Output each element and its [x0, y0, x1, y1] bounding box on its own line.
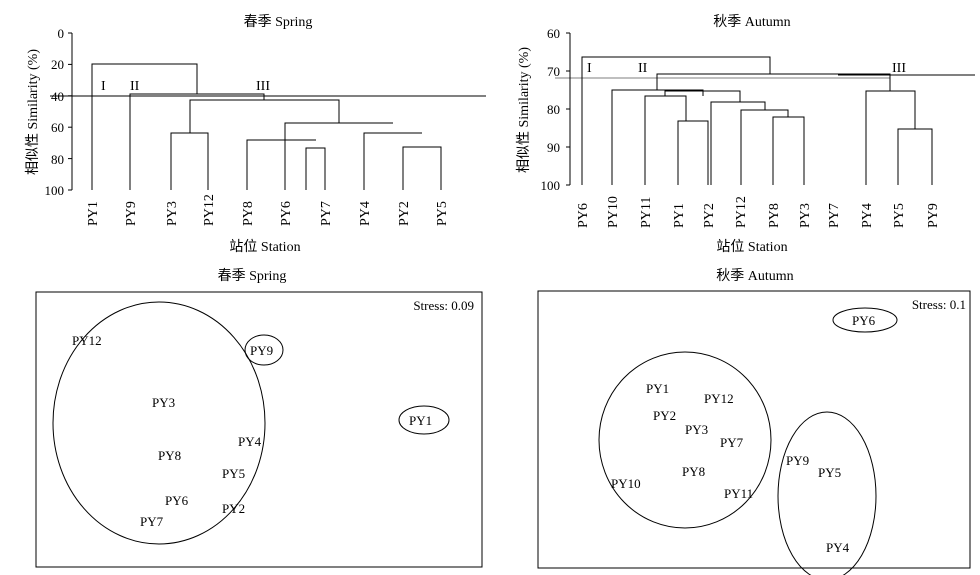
dendrogram-autumn-branches [581, 56, 933, 185]
nmds-autumn-frame [537, 290, 971, 569]
dendrogram-spring-x-label: 站位 Station [229, 239, 300, 255]
point-label: PY4 [826, 540, 850, 555]
y-tick-label: 90 [547, 140, 560, 155]
cluster-ellipse [777, 411, 877, 575]
cluster-ellipse [832, 307, 898, 333]
cluster-ellipse [244, 334, 284, 366]
y-tick-label: 100 [541, 178, 561, 193]
leaf-label: PY6 [576, 203, 591, 228]
y-tick-label: 80 [51, 152, 64, 167]
point-label: PY6 [852, 313, 876, 328]
y-tick-label: 80 [547, 102, 560, 117]
cluster-ellipse [398, 405, 450, 435]
group-label: III [256, 79, 270, 94]
nmds-spring-title: 春季 Spring [218, 268, 287, 284]
dendrogram-autumn-x-label: 站位 Station [716, 239, 787, 255]
dendrogram-autumn-y-label: 相似性 Similarity (%) [516, 47, 532, 173]
leaf-label: PY7 [319, 201, 334, 226]
leaf-label: PY7 [827, 203, 842, 228]
point-label: PY9 [786, 453, 809, 468]
leaf-label: PY2 [397, 201, 412, 226]
dendrogram-autumn-title: 秋季 Autumn [713, 14, 790, 30]
y-tick-label: 20 [51, 57, 64, 72]
point-label: PY1 [409, 413, 432, 428]
point-label: PY5 [818, 465, 841, 480]
point-label: PY9 [250, 343, 273, 358]
point-label: PY8 [158, 448, 181, 463]
leaf-label: PY12 [202, 194, 217, 226]
cluster-ellipse [598, 351, 772, 529]
point-label: PY6 [165, 493, 189, 508]
nmds-spring: 春季 Spring Stress: 0.09 PY12 PY9 PY3 PY4 … [35, 268, 483, 568]
point-label: PY2 [222, 501, 245, 516]
leaf-label: PY12 [734, 196, 749, 228]
group-label: II [638, 61, 648, 76]
group-label: III [892, 61, 906, 76]
y-tick-label: 70 [547, 64, 560, 79]
dendrogram-spring-branches [91, 63, 442, 190]
point-label: PY3 [685, 422, 708, 437]
group-label: II [130, 79, 140, 94]
dendrogram-spring-y-label: 相似性 Similarity (%) [25, 49, 41, 175]
leaf-label: PY9 [124, 201, 139, 226]
leaf-label: PY4 [860, 203, 875, 228]
point-label: PY4 [238, 434, 262, 449]
dendrogram-spring: 春季 Spring 0 20 40 60 80 100 相似性 Similari… [25, 14, 486, 255]
y-tick-label: 60 [51, 120, 64, 135]
leaf-label: PY9 [926, 203, 941, 228]
leaf-label: PY2 [702, 203, 717, 228]
point-label: PY2 [653, 408, 676, 423]
point-label: PY12 [704, 391, 734, 406]
leaf-label: PY3 [798, 203, 813, 228]
point-label: PY5 [222, 466, 245, 481]
group-label: I [101, 79, 106, 94]
stress-label: Stress: 0.1 [912, 297, 966, 312]
point-label: PY7 [720, 435, 744, 450]
leaf-label: PY6 [279, 201, 294, 226]
nmds-autumn-title: 秋季 Autumn [716, 268, 793, 284]
nmds-spring-frame [35, 291, 483, 568]
leaf-label: PY11 [639, 197, 654, 228]
point-label: PY7 [140, 514, 164, 529]
leaf-label: PY5 [435, 201, 450, 226]
point-label: PY8 [682, 464, 705, 479]
group-label: I [587, 61, 592, 76]
dendrogram-autumn: 秋季 Autumn 60 70 80 90 100 相似性 Similarity… [516, 14, 975, 255]
y-tick-label: 100 [45, 183, 65, 198]
point-label: PY3 [152, 395, 175, 410]
point-label: PY12 [72, 333, 102, 348]
cluster-ellipse [52, 301, 266, 545]
leaf-label: PY10 [606, 196, 621, 228]
point-label: PY11 [724, 486, 753, 501]
y-tick-label: 60 [547, 26, 560, 41]
leaf-label: PY8 [241, 201, 256, 226]
point-label: PY10 [611, 476, 641, 491]
leaf-label: PY8 [767, 203, 782, 228]
leaf-label: PY4 [358, 201, 373, 226]
leaf-label: PY1 [672, 203, 687, 228]
leaf-label: PY5 [892, 203, 907, 228]
leaf-label: PY3 [165, 201, 180, 226]
y-tick-label: 0 [58, 26, 65, 41]
leaf-label: PY1 [86, 201, 101, 226]
dendrogram-spring-title: 春季 Spring [244, 14, 313, 30]
point-label: PY1 [646, 381, 669, 396]
nmds-autumn: 秋季 Autumn Stress: 0.1 PY6 PY1 PY12 PY2 P… [537, 268, 971, 575]
stress-label: Stress: 0.09 [413, 298, 474, 313]
